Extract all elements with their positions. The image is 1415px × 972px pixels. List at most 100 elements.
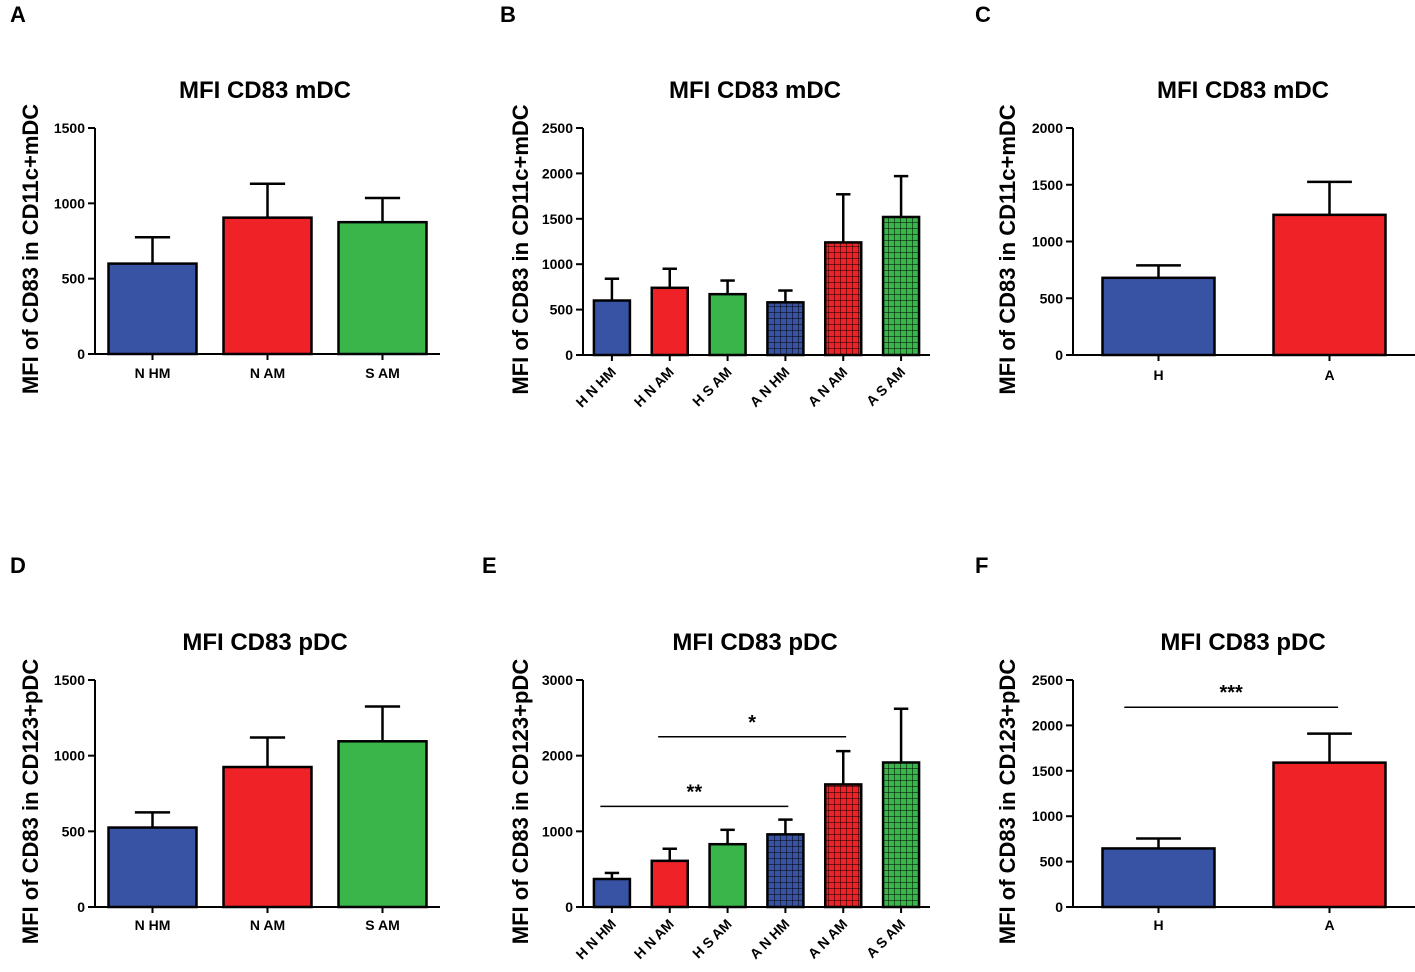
y-tick-label-e: 3000 xyxy=(542,672,573,688)
chart-panel-c: MFI CD83 mDC MFI of CD83 in CD11c+mDC 0 500… xyxy=(995,77,1415,395)
bar-f-a xyxy=(1272,761,1387,909)
bar-e-a-n-hm xyxy=(766,833,805,909)
y-axis-label-c: MFI of CD83 in CD11c+mDC xyxy=(995,104,1020,394)
error-bar-e-a-n-hm xyxy=(778,818,793,835)
bar-e-h-n-hm xyxy=(592,877,632,909)
error-bar-c-h xyxy=(1136,264,1181,278)
x-tick-label-e-a-n-hm: A N HM xyxy=(746,916,792,962)
error-bar-b-h-n-am xyxy=(662,267,677,288)
chart-title-d: MFI CD83 pDC xyxy=(182,629,347,656)
y-axis-label-e: MFI of CD83 in CD123+pDC xyxy=(508,659,533,945)
y-tick-label-f: 0 xyxy=(1055,899,1063,915)
y-tick-label-e: 0 xyxy=(565,899,573,915)
y-tick-label-b: 2500 xyxy=(542,120,573,136)
significance-label-e-0: * xyxy=(748,712,756,734)
x-tick-label-f-a: A xyxy=(1324,917,1334,933)
chart-panel-a: MFI CD83 mDC MFI of CD83 in CD11c+mDC 0 500… xyxy=(18,77,440,394)
y-axis-label-a: MFI of CD83 in CD11c+mDC xyxy=(18,104,43,394)
y-tick-label-f: 2000 xyxy=(1032,717,1063,733)
y-tick-label-a: 1000 xyxy=(54,195,85,211)
significance-label-f-0: *** xyxy=(1219,682,1243,704)
x-tick-label-f-h: H xyxy=(1153,917,1163,933)
error-bar-d-n-am xyxy=(249,736,286,768)
error-bar-a-n-am xyxy=(249,182,286,218)
y-tick-label-d: 0 xyxy=(77,899,85,915)
x-tick-label-b-h-s-am: H S AM xyxy=(689,364,735,410)
x-tick-label-b-h-n-hm: H N HM xyxy=(573,364,620,411)
y-tick-label-d: 1000 xyxy=(54,748,85,764)
x-tick-label-e-a-n-am: A N AM xyxy=(805,916,851,962)
bar-e-a-s-am xyxy=(881,761,921,909)
error-bar-e-a-s-am xyxy=(893,707,909,763)
y-tick-label-b: 1500 xyxy=(542,211,573,227)
error-bar-f-a xyxy=(1307,732,1352,763)
bar-c-h xyxy=(1101,276,1216,357)
error-bar-b-a-n-am xyxy=(836,193,851,243)
chart-panel-d: MFI CD83 pDC MFI of CD83 in CD123+pDC 0 500… xyxy=(18,629,440,944)
y-tick-label-b: 0 xyxy=(565,347,573,363)
x-tick-label-b-h-n-am: H N AM xyxy=(631,364,677,410)
y-tick-label-f: 1000 xyxy=(1032,808,1063,824)
y-tick-label-f: 500 xyxy=(1040,854,1064,870)
panel-letter-a: A xyxy=(10,2,26,27)
bar-e-a-n-am xyxy=(824,783,863,909)
bar-b-a-s-am xyxy=(881,215,921,357)
chart-panel-b: MFI CD83 mDC MFI of CD83 in CD11c+mDC 0 500… xyxy=(508,77,930,410)
bar-b-h-n-hm xyxy=(592,299,632,357)
error-bar-a-n-hm xyxy=(134,235,171,264)
bar-d-n-hm xyxy=(107,826,198,909)
bar-c-a xyxy=(1272,213,1387,357)
y-tick-label-d: 500 xyxy=(62,823,86,839)
x-tick-label-e-a-s-am: A S AM xyxy=(863,916,908,961)
y-tick-label-c: 2000 xyxy=(1032,120,1063,136)
bar-e-h-s-am xyxy=(708,842,747,909)
x-tick-label-b-a-n-hm: A N HM xyxy=(746,364,792,410)
y-tick-label-d: 1500 xyxy=(54,672,85,688)
error-bar-f-h xyxy=(1136,837,1181,849)
x-tick-label-d-n-am: N AM xyxy=(250,917,285,933)
y-tick-label-b: 500 xyxy=(550,302,574,318)
y-tick-label-c: 500 xyxy=(1040,290,1064,306)
chart-title-f: MFI CD83 pDC xyxy=(1160,629,1325,656)
significance-label-e-1: ** xyxy=(687,781,703,803)
chart-title-c: MFI CD83 mDC xyxy=(1157,77,1329,104)
error-bar-d-n-hm xyxy=(134,811,171,828)
x-tick-label-d-n-hm: N HM xyxy=(135,917,171,933)
y-tick-label-c: 1500 xyxy=(1032,177,1063,193)
y-tick-label-a: 500 xyxy=(62,271,86,287)
x-tick-label-c-h: H xyxy=(1153,367,1163,383)
y-tick-label-a: 1500 xyxy=(54,120,85,136)
error-bar-e-h-n-am xyxy=(662,847,677,861)
panel-letter-d: D xyxy=(10,553,26,578)
y-axis-label-b: MFI of CD83 in CD11c+mDC xyxy=(508,104,533,394)
error-bar-e-h-s-am xyxy=(720,828,735,845)
y-axis-label-f: MFI of CD83 in CD123+pDC xyxy=(995,659,1020,945)
chart-panel-f: MFI CD83 pDC MFI of CD83 in CD123+pDC 0 500… xyxy=(995,629,1415,944)
y-tick-label-c: 0 xyxy=(1055,347,1063,363)
bar-b-a-n-am xyxy=(824,241,863,357)
x-tick-label-e-h-n-hm: H N HM xyxy=(573,916,620,963)
x-tick-label-c-a: A xyxy=(1324,367,1334,383)
x-tick-label-b-a-s-am: A S AM xyxy=(863,364,908,409)
bar-e-h-n-am xyxy=(650,859,689,909)
x-tick-label-b-a-n-am: A N AM xyxy=(805,364,851,410)
panel-letter-b: B xyxy=(500,2,516,27)
panel-letter-c: C xyxy=(975,2,991,27)
bar-a-s-am xyxy=(337,220,428,356)
chart-title-e: MFI CD83 pDC xyxy=(672,629,837,656)
x-tick-label-a-n-hm: N HM xyxy=(135,365,171,381)
y-tick-label-f: 1500 xyxy=(1032,763,1063,779)
panel-letter-f: F xyxy=(975,553,988,578)
y-tick-label-b: 2000 xyxy=(542,165,573,181)
bar-b-h-s-am xyxy=(708,292,747,357)
chart-title-b: MFI CD83 mDC xyxy=(669,77,841,104)
chart-title-a: MFI CD83 mDC xyxy=(179,77,351,104)
x-tick-label-a-n-am: N AM xyxy=(250,365,285,381)
bar-b-h-n-am xyxy=(650,286,689,357)
error-bar-c-a xyxy=(1307,180,1352,215)
error-bar-b-h-s-am xyxy=(720,279,735,295)
bar-b-a-n-hm xyxy=(766,301,805,357)
y-tick-label-c: 1000 xyxy=(1032,234,1063,250)
error-bar-e-a-n-am xyxy=(836,749,851,785)
y-tick-label-e: 1000 xyxy=(542,823,573,839)
